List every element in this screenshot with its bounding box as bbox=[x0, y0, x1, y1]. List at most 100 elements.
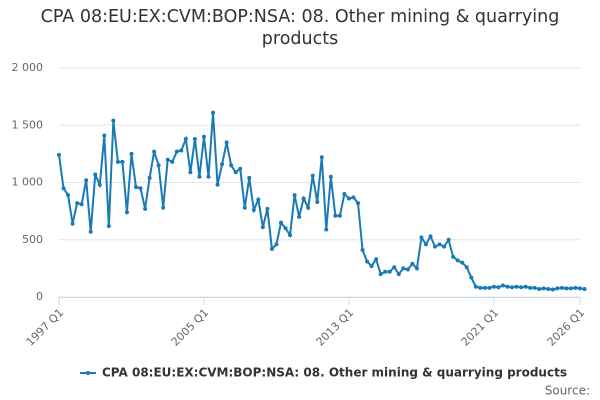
data-point bbox=[550, 287, 555, 292]
x-tick-label: 1997 Q1 bbox=[24, 306, 67, 349]
data-point bbox=[578, 286, 582, 291]
data-point bbox=[79, 202, 84, 207]
data-point bbox=[297, 214, 302, 219]
data-point bbox=[283, 226, 288, 231]
data-point bbox=[274, 242, 279, 247]
data-point bbox=[179, 148, 184, 153]
data-point bbox=[238, 166, 243, 171]
data-point bbox=[514, 284, 519, 289]
data-point bbox=[143, 206, 148, 211]
data-point bbox=[115, 159, 120, 164]
data-point bbox=[152, 149, 157, 154]
x-tick-label: 2026 Q1 bbox=[545, 306, 588, 349]
data-point bbox=[568, 286, 573, 291]
data-point bbox=[120, 159, 125, 164]
data-point bbox=[378, 272, 383, 277]
data-point bbox=[500, 283, 505, 288]
data-point bbox=[260, 225, 265, 230]
y-tick-label: 2 000 bbox=[12, 61, 44, 74]
data-point bbox=[333, 213, 338, 218]
data-point bbox=[278, 220, 283, 225]
data-point bbox=[242, 205, 247, 210]
data-point bbox=[564, 286, 569, 291]
series-line bbox=[58, 112, 585, 291]
data-point bbox=[156, 163, 161, 168]
legend-label: CPA 08:EU:EX:CVM:BOP:NSA: 08. Other mini… bbox=[102, 366, 567, 380]
data-point bbox=[351, 195, 356, 200]
data-point bbox=[288, 233, 293, 238]
data-point bbox=[111, 118, 116, 123]
data-point bbox=[555, 286, 560, 291]
data-point bbox=[134, 185, 139, 190]
y-tick-label: 0 bbox=[36, 290, 43, 303]
data-point bbox=[97, 182, 102, 187]
data-point bbox=[165, 157, 170, 162]
data-point bbox=[383, 269, 388, 274]
data-point bbox=[491, 284, 496, 289]
data-point bbox=[147, 175, 152, 180]
data-point bbox=[369, 264, 374, 269]
data-point bbox=[455, 258, 460, 263]
data-point bbox=[510, 285, 515, 290]
data-point bbox=[310, 173, 315, 178]
data-point bbox=[201, 134, 206, 139]
data-point bbox=[129, 151, 134, 156]
data-point bbox=[419, 235, 424, 240]
data-point bbox=[247, 175, 252, 180]
data-point bbox=[469, 275, 474, 280]
x-tick-label: 2013 Q1 bbox=[314, 306, 357, 349]
data-point bbox=[532, 285, 537, 290]
data-point bbox=[374, 257, 379, 262]
data-point bbox=[437, 242, 442, 247]
data-point bbox=[582, 286, 587, 291]
data-point bbox=[446, 237, 451, 242]
data-point bbox=[387, 269, 392, 274]
data-point bbox=[546, 286, 551, 291]
data-point bbox=[405, 267, 410, 272]
data-point bbox=[559, 285, 564, 290]
data-point bbox=[197, 174, 202, 179]
data-point bbox=[188, 170, 193, 175]
data-point bbox=[423, 242, 428, 247]
data-point bbox=[70, 221, 75, 226]
data-point bbox=[464, 265, 469, 270]
data-point bbox=[523, 284, 528, 289]
data-point bbox=[292, 193, 297, 198]
x-tick-label: 2005 Q1 bbox=[169, 306, 212, 349]
data-point bbox=[473, 284, 478, 289]
data-point bbox=[161, 205, 166, 210]
data-point bbox=[220, 162, 225, 167]
data-point bbox=[229, 163, 234, 168]
data-point bbox=[192, 136, 197, 141]
data-point bbox=[478, 285, 483, 290]
data-point bbox=[102, 133, 107, 138]
data-point bbox=[428, 234, 433, 239]
data-point bbox=[573, 285, 578, 290]
data-point bbox=[396, 272, 401, 277]
data-point bbox=[215, 182, 220, 187]
data-point bbox=[414, 266, 419, 271]
data-point bbox=[410, 261, 415, 266]
data-point bbox=[174, 149, 179, 154]
data-point bbox=[256, 197, 261, 202]
data-point bbox=[392, 265, 397, 270]
data-point bbox=[269, 246, 274, 251]
data-point bbox=[61, 186, 66, 191]
data-point bbox=[106, 224, 111, 229]
data-point bbox=[301, 196, 306, 201]
data-point bbox=[537, 286, 542, 291]
data-point bbox=[342, 191, 347, 196]
data-point bbox=[57, 153, 61, 158]
data-point bbox=[66, 193, 71, 198]
data-point bbox=[346, 196, 351, 201]
data-point bbox=[487, 285, 492, 290]
x-tick-label: 2021 Q1 bbox=[459, 306, 502, 349]
data-point bbox=[138, 186, 143, 191]
data-point bbox=[233, 170, 238, 175]
data-point bbox=[84, 178, 89, 183]
data-point bbox=[482, 285, 487, 290]
y-tick-label: 1 000 bbox=[12, 176, 44, 189]
data-point bbox=[433, 244, 438, 249]
y-tick-label: 1 500 bbox=[12, 118, 44, 131]
